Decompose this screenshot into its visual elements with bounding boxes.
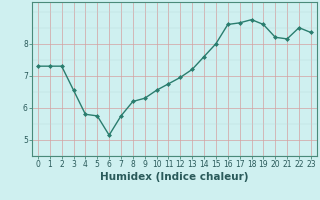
- X-axis label: Humidex (Indice chaleur): Humidex (Indice chaleur): [100, 172, 249, 182]
